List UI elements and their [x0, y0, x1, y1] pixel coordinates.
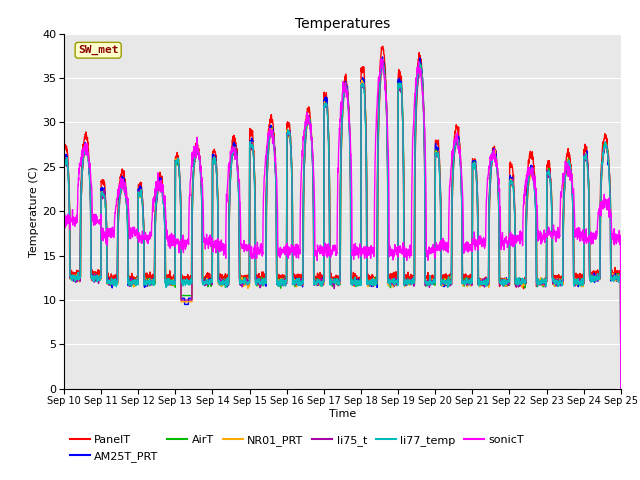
- AirT: [60, 159, 68, 165]
- AM25T_PRT: [584, 158, 591, 164]
- li77_temp: [60, 160, 68, 166]
- li75_t: [568, 179, 575, 185]
- Line: li75_t: li75_t: [64, 61, 621, 389]
- PanelT: [379, 43, 387, 49]
- NR01_PRT: [60, 157, 68, 163]
- Text: SW_met: SW_met: [78, 45, 118, 55]
- sonicT: [358, 249, 366, 255]
- Title: Temperatures: Temperatures: [295, 17, 390, 31]
- sonicT: [377, 56, 385, 62]
- NR01_PRT: [584, 156, 591, 162]
- Line: sonicT: sonicT: [64, 59, 621, 389]
- li75_t: [504, 281, 512, 287]
- sonicT: [216, 249, 223, 254]
- NR01_PRT: [617, 386, 625, 392]
- AM25T_PRT: [358, 81, 366, 87]
- Line: NR01_PRT: NR01_PRT: [64, 63, 621, 389]
- li77_temp: [584, 163, 591, 169]
- li77_temp: [371, 282, 378, 288]
- PanelT: [617, 386, 625, 392]
- AirT: [371, 280, 378, 286]
- li77_temp: [216, 281, 223, 287]
- AirT: [358, 82, 366, 88]
- AM25T_PRT: [371, 279, 378, 285]
- li77_temp: [504, 279, 512, 285]
- AirT: [216, 280, 223, 286]
- NR01_PRT: [504, 278, 512, 284]
- AM25T_PRT: [216, 281, 223, 287]
- sonicT: [504, 239, 512, 244]
- AM25T_PRT: [379, 54, 387, 60]
- PanelT: [371, 276, 378, 282]
- sonicT: [617, 386, 625, 392]
- AirT: [584, 156, 591, 162]
- Line: PanelT: PanelT: [64, 46, 621, 389]
- li75_t: [60, 160, 68, 166]
- AM25T_PRT: [504, 279, 512, 285]
- li77_temp: [617, 386, 625, 392]
- NR01_PRT: [358, 80, 366, 85]
- AM25T_PRT: [568, 180, 575, 185]
- PanelT: [504, 277, 512, 283]
- AM25T_PRT: [617, 386, 625, 392]
- li75_t: [216, 280, 223, 286]
- NR01_PRT: [568, 178, 575, 184]
- Line: AirT: AirT: [64, 62, 621, 389]
- li77_temp: [358, 84, 366, 89]
- li77_temp: [568, 180, 575, 185]
- PanelT: [358, 64, 366, 70]
- sonicT: [371, 198, 378, 204]
- sonicT: [60, 217, 68, 223]
- PanelT: [60, 146, 68, 152]
- li77_temp: [415, 60, 423, 65]
- Legend: PanelT, AM25T_PRT, AirT, NR01_PRT, li75_t, li77_temp, sonicT: PanelT, AM25T_PRT, AirT, NR01_PRT, li75_…: [70, 435, 525, 462]
- li75_t: [358, 84, 366, 90]
- X-axis label: Time: Time: [329, 409, 356, 419]
- AM25T_PRT: [60, 155, 68, 161]
- Y-axis label: Temperature (C): Temperature (C): [29, 166, 40, 257]
- AirT: [504, 281, 512, 287]
- PanelT: [216, 276, 223, 282]
- li75_t: [617, 386, 625, 392]
- AirT: [380, 60, 387, 65]
- PanelT: [568, 176, 575, 181]
- li75_t: [371, 280, 378, 286]
- PanelT: [584, 153, 591, 158]
- Line: AM25T_PRT: AM25T_PRT: [64, 57, 621, 389]
- li75_t: [584, 154, 591, 160]
- NR01_PRT: [371, 278, 378, 284]
- Line: li77_temp: li77_temp: [64, 62, 621, 389]
- sonicT: [584, 237, 591, 242]
- AirT: [617, 386, 625, 392]
- sonicT: [568, 171, 575, 177]
- NR01_PRT: [216, 278, 223, 284]
- NR01_PRT: [379, 60, 387, 66]
- li75_t: [379, 59, 387, 64]
- AirT: [568, 177, 575, 182]
